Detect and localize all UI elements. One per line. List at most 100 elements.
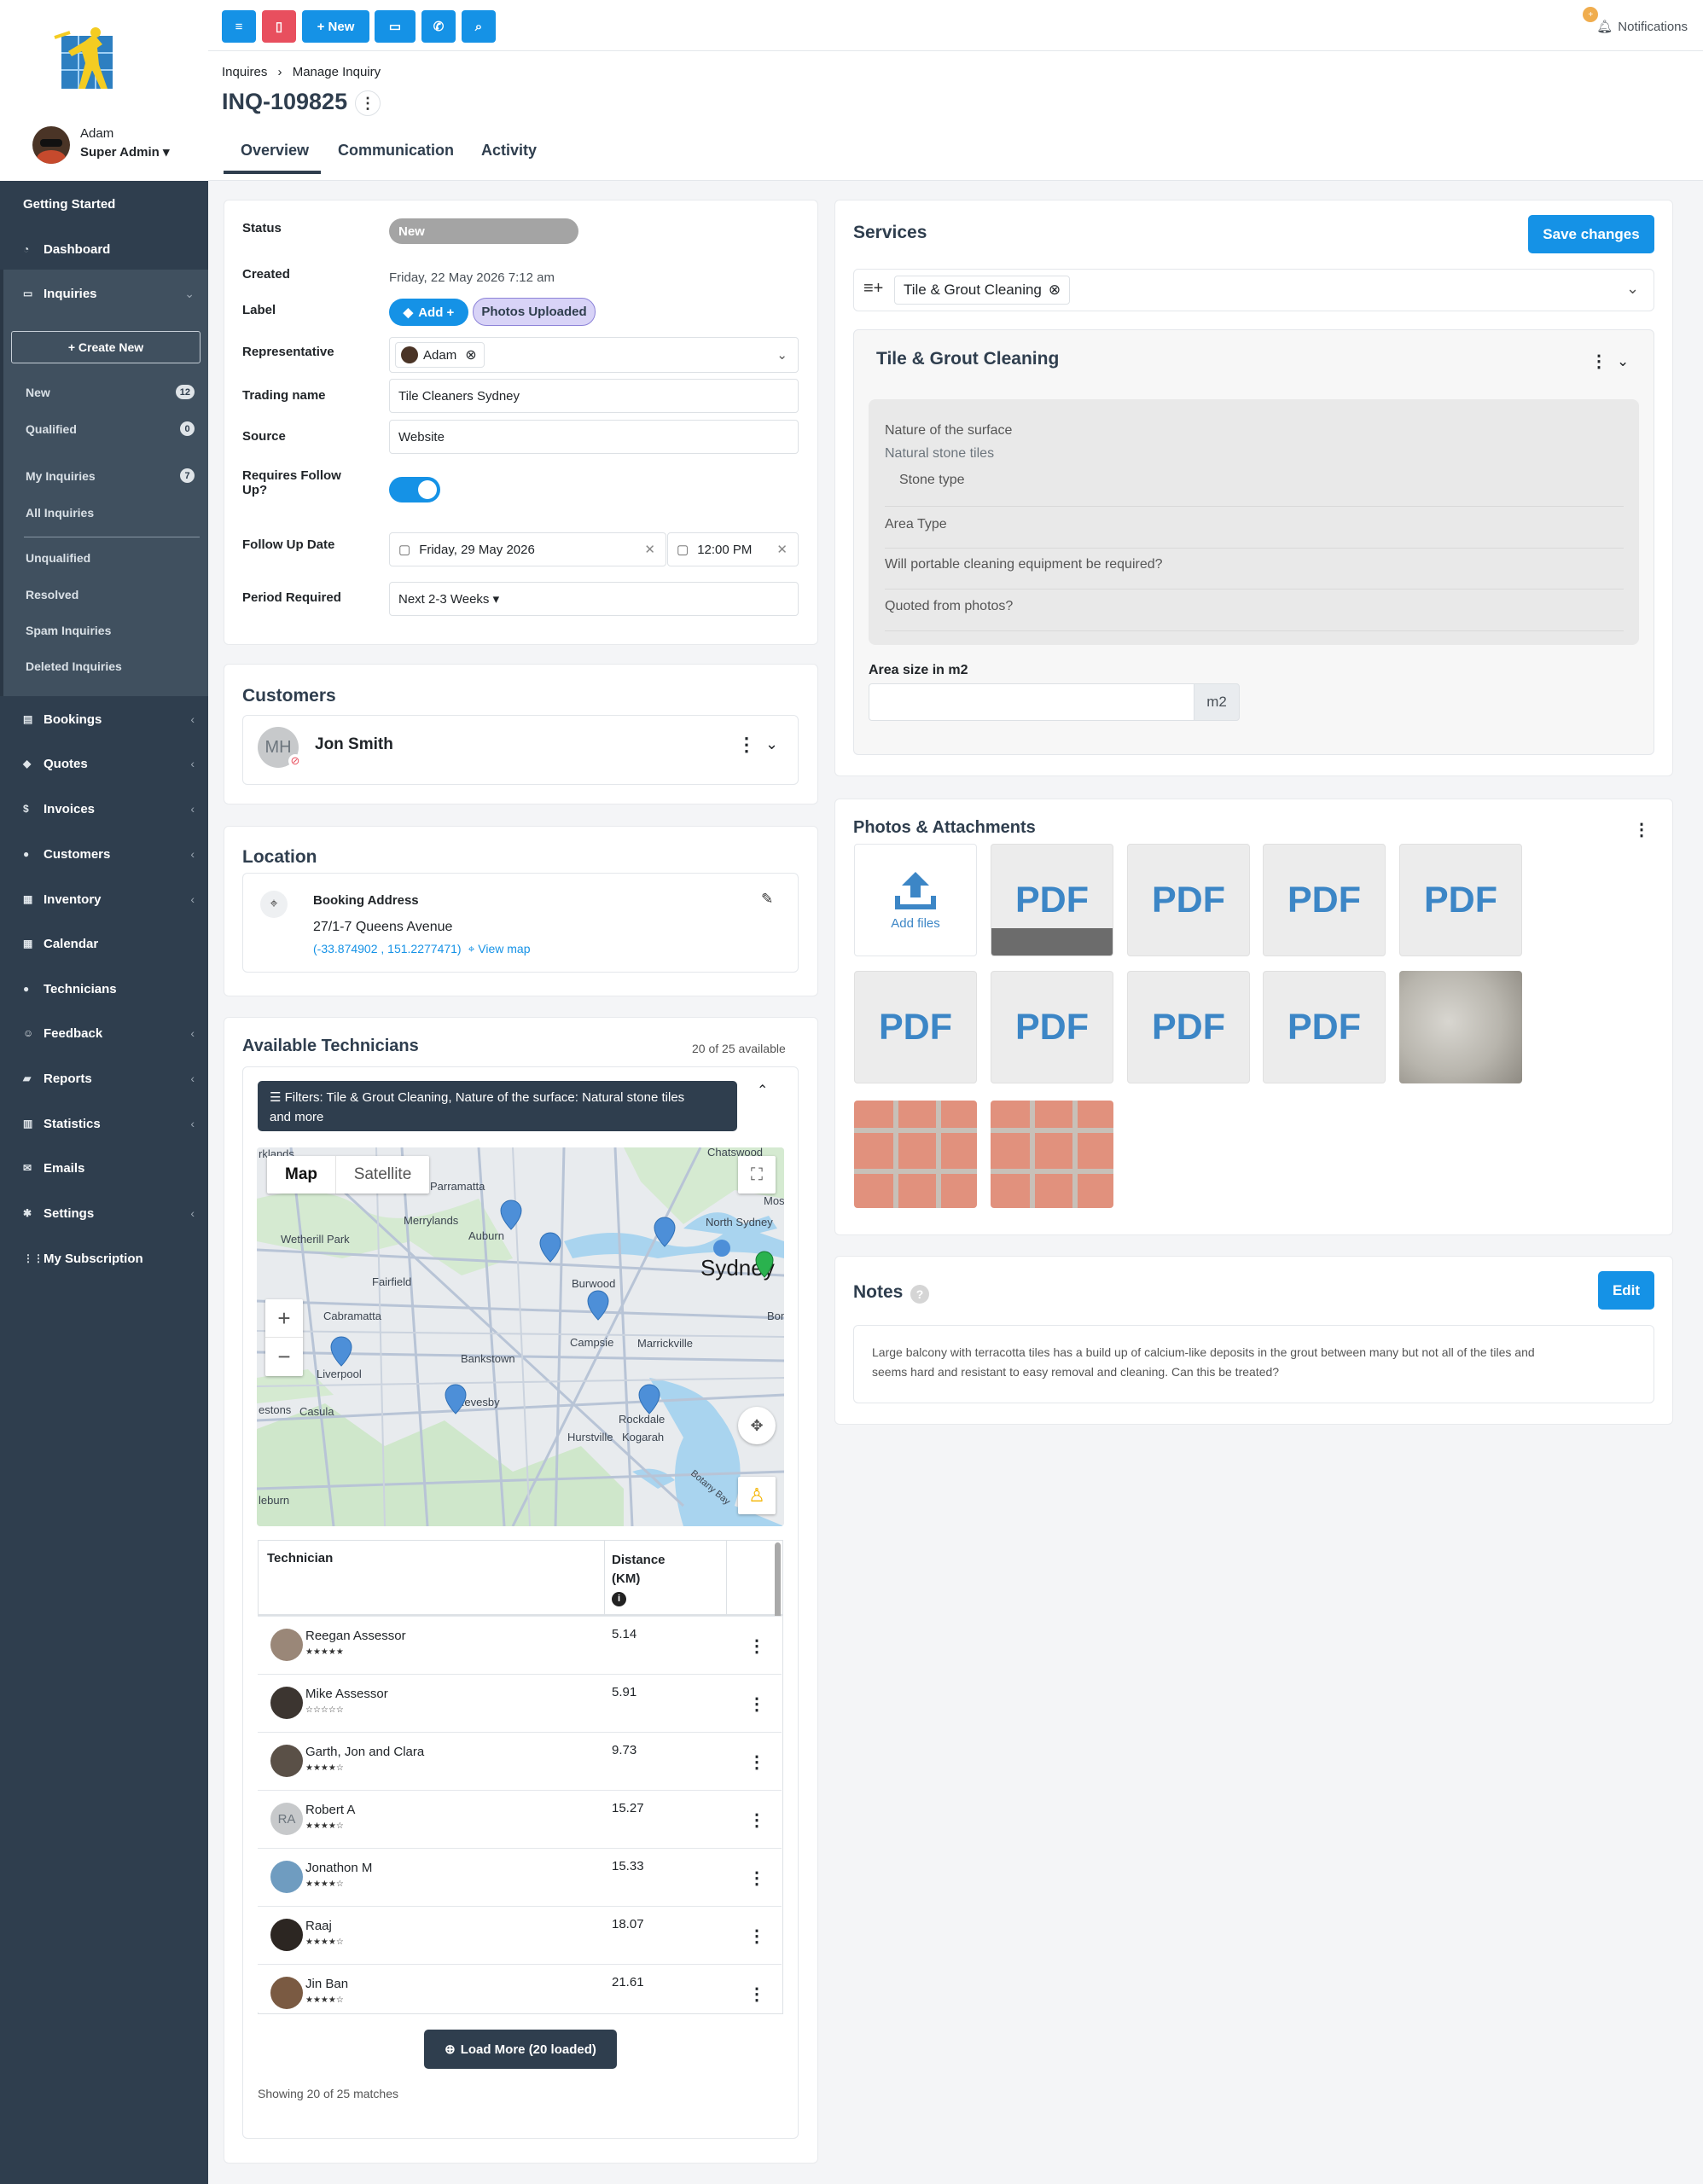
zoom-out-button[interactable]: −	[265, 1338, 303, 1376]
table-row[interactable]: Raaj ★★★★☆ 18.07 ⋮	[258, 1906, 782, 1964]
row-more-button[interactable]: ⋮	[748, 1693, 765, 1715]
row-more-button[interactable]: ⋮	[748, 1635, 765, 1657]
table-row[interactable]: Mike Assessor ☆☆☆☆☆ 5.91 ⋮	[258, 1674, 782, 1732]
nav-bookings[interactable]: ▤ Bookings ‹	[0, 702, 208, 736]
sub-item-unqualified[interactable]: Unqualified	[26, 551, 90, 565]
nav-quotes[interactable]: ◆ Quotes ‹	[0, 746, 208, 781]
clear-icon[interactable]: ✕	[776, 542, 788, 557]
add-files-button[interactable]: Add files	[854, 844, 977, 956]
tab-overview[interactable]: Overview	[241, 142, 309, 160]
column-distance[interactable]: Distance (KM) i	[612, 1551, 666, 1607]
photos-more-button[interactable]: ⋮	[1633, 819, 1650, 840]
row-more-button[interactable]: ⋮	[748, 1926, 765, 1947]
table-row[interactable]: Jin Ban ★★★★☆ 21.61 ⋮	[258, 1964, 782, 2013]
service-more-button[interactable]: ⋮	[1590, 351, 1607, 372]
remove-icon[interactable]: ⊗	[1049, 282, 1061, 299]
zoom-in-button[interactable]: +	[265, 1299, 303, 1338]
user-role-menu[interactable]: Super Admin ▾	[80, 144, 169, 160]
user-avatar[interactable]	[32, 126, 70, 164]
row-more-button[interactable]: ⋮	[748, 1984, 765, 2005]
table-row[interactable]: Garth, Jon and Clara ★★★★☆ 9.73 ⋮	[258, 1732, 782, 1790]
pdf-attachment[interactable]: PDF	[991, 971, 1113, 1083]
map-canvas[interactable]: Chatswood Parramatta Merrylands Wetheril…	[257, 1147, 784, 1526]
pdf-attachment[interactable]: PDF	[991, 844, 1113, 956]
edit-notes-button[interactable]: Edit	[1598, 1271, 1654, 1310]
sub-item-new[interactable]: New	[26, 386, 50, 399]
create-new-button[interactable]: + Create New	[11, 331, 201, 363]
pdf-attachment[interactable]: PDF	[1263, 844, 1386, 956]
representative-select[interactable]: Adam ⊗ ⌄	[389, 337, 799, 373]
add-label-button[interactable]: ◆ Add +	[389, 299, 468, 326]
menu-toggle-button[interactable]: ≡	[222, 10, 256, 43]
follow-up-date-input[interactable]: ▢ Friday, 29 May 2026 ✕	[389, 532, 666, 566]
chevron-down-icon[interactable]: ⌄	[1626, 280, 1639, 298]
fullscreen-icon[interactable]: ⛶	[738, 1156, 776, 1194]
pdf-attachment[interactable]: PDF	[1263, 971, 1386, 1083]
sub-item-spam[interactable]: Spam Inquiries	[26, 624, 111, 637]
chevron-down-icon[interactable]: ⌄	[765, 735, 778, 753]
period-select[interactable]: Next 2-3 Weeks ▾	[389, 582, 799, 616]
customer-name[interactable]: Jon Smith	[315, 735, 393, 754]
clear-icon[interactable]: ✕	[644, 542, 655, 557]
nav-statistics[interactable]: ▥ Statistics ‹	[0, 1107, 208, 1141]
nav-settings[interactable]: ✱ Settings ‹	[0, 1196, 208, 1230]
area-size-input[interactable]	[869, 683, 1194, 721]
nav-dashboard[interactable]: ◔ Dashboard	[0, 232, 208, 266]
nav-emails[interactable]: ✉ Emails	[0, 1151, 208, 1185]
nav-technicians[interactable]: ● Technicians	[0, 972, 208, 1006]
nav-customers[interactable]: ● Customers ‹	[0, 837, 208, 871]
chevron-up-icon[interactable]: ⌃	[757, 1082, 768, 1099]
nav-feedback[interactable]: ☺ Feedback ‹	[0, 1016, 208, 1050]
table-row[interactable]: Reegan Assessor ★★★★★ 5.14 ⋮	[258, 1616, 782, 1674]
sub-item-resolved[interactable]: Resolved	[26, 588, 78, 601]
title-more-button[interactable]: ⋮	[355, 90, 381, 116]
nav-invoices[interactable]: $ Invoices ‹	[0, 792, 208, 826]
nav-subscription[interactable]: ⋮⋮ My Subscription	[0, 1241, 208, 1275]
satellite-view-button[interactable]: Satellite	[335, 1156, 429, 1194]
nav-calendar[interactable]: ▦ Calendar	[0, 926, 208, 961]
pdf-attachment[interactable]: PDF	[1127, 844, 1250, 956]
source-input[interactable]: Website	[389, 420, 799, 454]
phone-button[interactable]: ✆	[421, 10, 456, 43]
chevron-down-icon[interactable]: ⌄	[1617, 353, 1629, 370]
notifications-link[interactable]: + 🔔︎ Notifications	[1596, 19, 1688, 34]
table-row[interactable]: RA Robert A ★★★★☆ 15.27 ⋮	[258, 1790, 782, 1848]
remove-icon[interactable]: ⊗	[465, 346, 476, 363]
load-more-button[interactable]: ⊕ Load More (20 loaded)	[424, 2030, 617, 2069]
nav-inquiries[interactable]: ▭ Inquiries ⌄	[0, 276, 208, 311]
new-button[interactable]: + New	[302, 10, 369, 43]
sub-item-qualified[interactable]: Qualified	[26, 422, 77, 436]
photo-attachment[interactable]	[991, 1101, 1113, 1208]
filters-summary[interactable]: ☰ Filters: Tile & Grout Cleaning, Nature…	[258, 1081, 737, 1131]
photos-uploaded-tag[interactable]: Photos Uploaded	[473, 298, 596, 326]
nav-inventory[interactable]: ▦ Inventory ‹	[0, 882, 208, 916]
view-map-link[interactable]: ⌖ View map	[468, 942, 530, 956]
breadcrumb-root[interactable]: Inquires	[222, 65, 267, 79]
help-icon[interactable]: ?	[910, 1285, 929, 1304]
camera-control-icon[interactable]: ✥	[738, 1407, 776, 1444]
trading-name-input[interactable]: Tile Cleaners Sydney	[389, 379, 799, 413]
customer-more-button[interactable]: ⋮	[737, 734, 756, 756]
street-view-pegman-icon[interactable]: ♙	[738, 1477, 776, 1514]
sub-item-all-inquiries[interactable]: All Inquiries	[26, 506, 94, 520]
save-changes-button[interactable]: Save changes	[1528, 215, 1654, 253]
photo-attachment[interactable]	[854, 1101, 977, 1208]
sms-button[interactable]: ▭	[375, 10, 416, 43]
technicians-map[interactable]: Chatswood Parramatta Merrylands Wetheril…	[257, 1147, 784, 1526]
status-select[interactable]: New	[389, 218, 578, 244]
nav-reports[interactable]: ▰ Reports ‹	[0, 1061, 208, 1095]
building-button[interactable]: ▯	[262, 10, 296, 43]
pdf-attachment[interactable]: PDF	[854, 971, 977, 1083]
row-more-button[interactable]: ⋮	[748, 1867, 765, 1889]
sub-item-deleted[interactable]: Deleted Inquiries	[26, 659, 122, 673]
follow-up-time-input[interactable]: ▢ 12:00 PM ✕	[667, 532, 799, 566]
edit-pencil-icon[interactable]: ✎	[761, 891, 773, 908]
tab-communication[interactable]: Communication	[338, 142, 454, 160]
search-button[interactable]: ⌕	[462, 10, 496, 43]
tab-activity[interactable]: Activity	[481, 142, 537, 160]
row-more-button[interactable]: ⋮	[748, 1809, 765, 1831]
map-view-button[interactable]: Map	[267, 1156, 335, 1194]
pdf-attachment[interactable]: PDF	[1127, 971, 1250, 1083]
photo-attachment[interactable]	[1399, 971, 1522, 1083]
pdf-attachment[interactable]: PDF	[1399, 844, 1522, 956]
